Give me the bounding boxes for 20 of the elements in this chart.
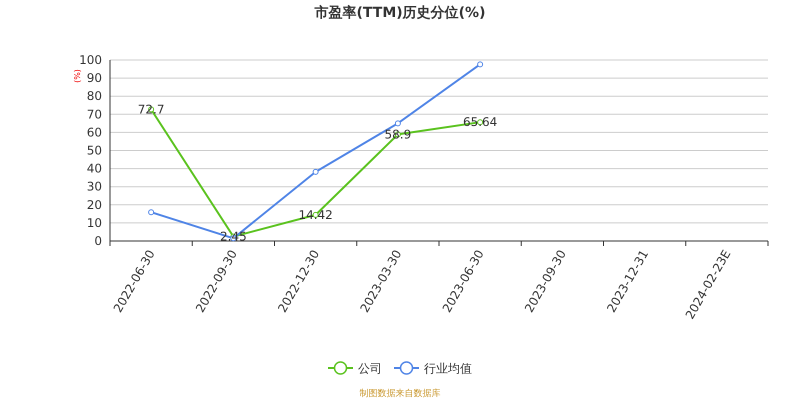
y-tick-label: 100	[79, 53, 102, 67]
y-tick-label: 40	[86, 162, 102, 176]
point	[148, 209, 154, 216]
legend-label: 公司	[358, 362, 382, 376]
y-tick-label: 90	[86, 71, 102, 86]
y-tick-label: 60	[86, 125, 102, 140]
chart-title: 市盈率(TTM)历史分位(%)	[314, 4, 486, 21]
point	[312, 168, 319, 175]
y-tick-label: 30	[86, 180, 102, 194]
y-tick-label: 0	[94, 234, 102, 248]
point	[477, 61, 484, 68]
y-tick-label: 20	[86, 198, 102, 212]
text: 制图数据来自数据库	[360, 388, 440, 399]
legend-label: 行业均值	[424, 362, 472, 376]
y-tick-label: 80	[86, 89, 102, 104]
y-tick-label: 50	[86, 144, 102, 158]
y-tick-label: 10	[86, 216, 102, 230]
y-tick-label: 70	[86, 107, 102, 122]
point	[394, 120, 401, 126]
y-axis-title: (%)	[73, 69, 82, 83]
